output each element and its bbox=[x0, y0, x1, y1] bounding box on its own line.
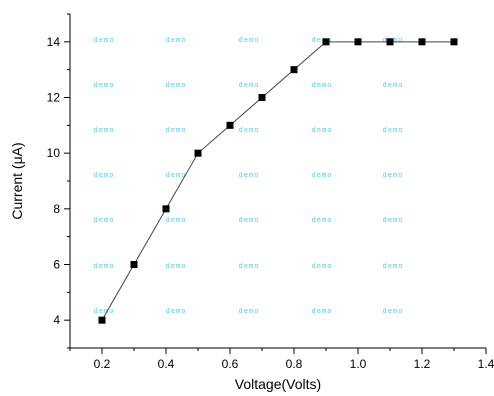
x-tick-label: 1.0 bbox=[350, 357, 367, 371]
watermark-text: demo bbox=[239, 81, 260, 89]
watermark-text: demo bbox=[383, 81, 404, 89]
x-tick-label: 0.4 bbox=[158, 357, 175, 371]
y-tick-label: 12 bbox=[47, 91, 61, 105]
data-point bbox=[354, 38, 362, 46]
watermark-text: demo bbox=[94, 216, 115, 224]
axes: 0.2 0.4 0.6 0.8 1.0 1.2 1.4 4 6 8 10 12 14 bbox=[47, 13, 494, 371]
watermark-text: demo bbox=[166, 262, 187, 270]
watermark-text: demo bbox=[383, 307, 404, 315]
watermark-text: demo bbox=[383, 171, 404, 179]
watermark-text: demo bbox=[239, 36, 260, 44]
watermark-text: demo bbox=[94, 126, 115, 134]
x-tick-label: 0.8 bbox=[286, 357, 303, 371]
watermark-text: demo bbox=[312, 126, 333, 134]
watermark-text: demo bbox=[166, 81, 187, 89]
watermark-text: demo bbox=[94, 307, 115, 315]
data-point bbox=[98, 316, 106, 324]
watermark-text: demo bbox=[312, 81, 333, 89]
watermark-text: demo bbox=[239, 171, 260, 179]
x-tick-label: 0.2 bbox=[94, 357, 111, 371]
data-point bbox=[418, 38, 426, 46]
watermark-text: demo bbox=[312, 216, 333, 224]
watermark-text: demo bbox=[94, 171, 115, 179]
x-axis-label: Voltage(Volts) bbox=[235, 376, 321, 392]
y-axis-label: Current (μA) bbox=[9, 142, 25, 219]
data-point bbox=[194, 149, 202, 157]
watermark-text: demo bbox=[312, 171, 333, 179]
series-line bbox=[101, 41, 454, 321]
data-point bbox=[130, 261, 138, 268]
watermark-layer: demo demo demo demo demo demo demo demo demo demo… bbox=[94, 36, 404, 315]
watermark-text: demo bbox=[312, 36, 333, 44]
watermark-text: demo bbox=[383, 126, 404, 134]
watermark-text: demo bbox=[94, 262, 115, 270]
watermark-text: demo bbox=[239, 216, 260, 224]
x-tick-label: 0.6 bbox=[222, 357, 239, 371]
data-point bbox=[226, 121, 234, 129]
watermark-text: demo bbox=[312, 262, 333, 270]
watermark-text: demo bbox=[166, 307, 187, 315]
watermark-text: demo bbox=[239, 262, 260, 270]
series-layer bbox=[98, 38, 458, 324]
watermark-text: demo bbox=[312, 307, 333, 315]
data-point bbox=[162, 205, 170, 213]
y-tick-label: 14 bbox=[47, 35, 61, 49]
watermark-text: demo bbox=[239, 307, 260, 315]
y-tick-label: 8 bbox=[53, 202, 60, 216]
watermark-text: demo bbox=[166, 126, 187, 134]
watermark-text: demo bbox=[166, 216, 187, 224]
y-tick-label: 4 bbox=[53, 313, 60, 327]
data-point bbox=[386, 38, 394, 46]
data-point bbox=[322, 38, 330, 46]
data-point bbox=[258, 94, 266, 101]
y-tick-label: 6 bbox=[53, 258, 60, 272]
watermark-text: demo bbox=[383, 216, 404, 224]
y-tick-label: 10 bbox=[47, 146, 61, 160]
watermark-text: demo bbox=[239, 126, 260, 134]
watermark-text: demo bbox=[166, 36, 187, 44]
data-point bbox=[450, 38, 458, 46]
watermark-text: demo bbox=[166, 171, 187, 179]
x-tick-label: 1.4 bbox=[478, 357, 494, 371]
x-tick-label: 1.2 bbox=[414, 357, 431, 371]
watermark-text: demo bbox=[383, 262, 404, 270]
watermark-text: demo bbox=[94, 36, 115, 44]
data-point bbox=[290, 66, 298, 74]
watermark-text: demo bbox=[94, 81, 115, 89]
